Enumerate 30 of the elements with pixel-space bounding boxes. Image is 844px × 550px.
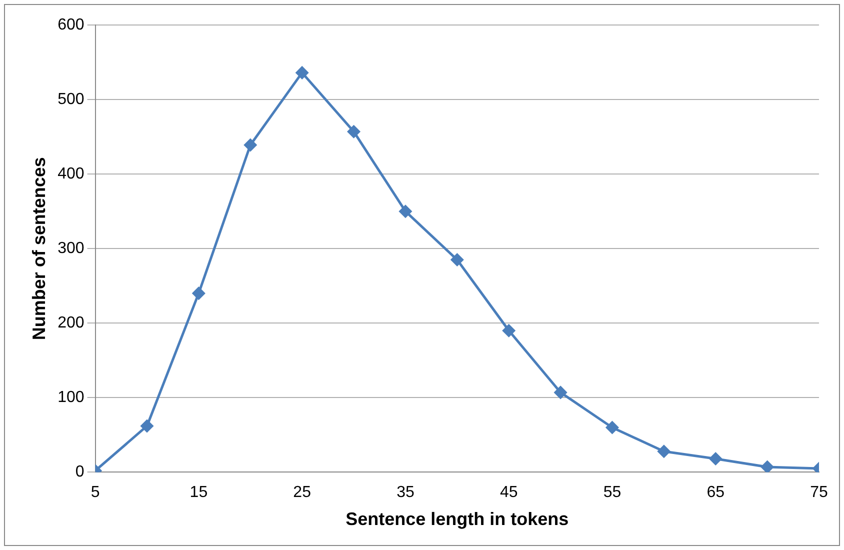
x-tick-label: 55 [603, 484, 622, 502]
x-axis-title: Sentence length in tokens [346, 509, 569, 530]
x-tick-label: 5 [90, 484, 100, 502]
y-tick-label: 400 [58, 165, 84, 182]
x-tick-label: 45 [500, 484, 518, 502]
y-tick-label: 300 [58, 240, 84, 258]
x-tick-label: 15 [190, 484, 208, 502]
x-tick-label: 65 [706, 484, 725, 502]
x-tick-label: 75 [810, 484, 828, 502]
y-tick-label: 200 [58, 314, 84, 332]
point [606, 421, 618, 434]
point [192, 287, 205, 300]
y-tick-label: 100 [58, 389, 84, 406]
point [244, 138, 257, 152]
point [554, 386, 567, 399]
y-tick-label: 600 [58, 16, 84, 34]
point [140, 420, 154, 432]
x-tick-label: 35 [396, 484, 414, 502]
x-tick-label: 25 [293, 484, 312, 502]
point [761, 460, 774, 472]
point [502, 324, 516, 337]
y-tick-label: 0 [75, 464, 84, 481]
point [399, 205, 412, 218]
point [296, 66, 308, 79]
point [658, 445, 670, 458]
point [709, 452, 722, 466]
y-tick-label: 500 [58, 90, 84, 108]
point [348, 125, 360, 138]
y-axis-title: Number of sentences [28, 157, 49, 340]
point [450, 254, 464, 266]
